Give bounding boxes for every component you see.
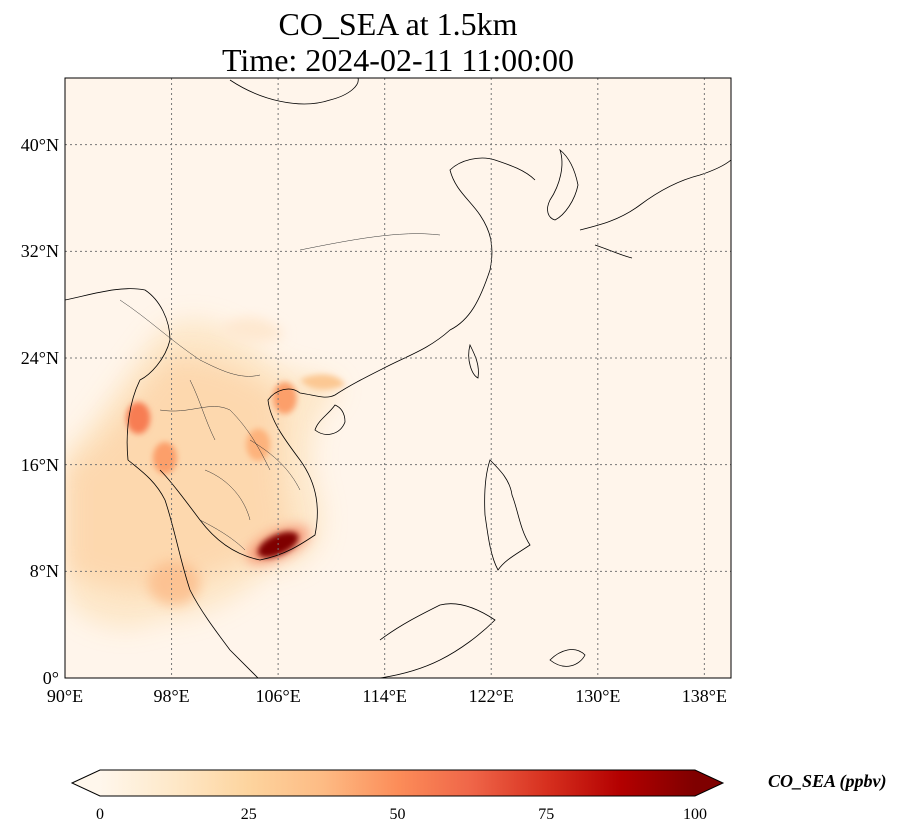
y-tick-label: 16°N <box>20 454 59 475</box>
plot-time: Time: 2024-02-11 11:00:00 <box>221 42 574 78</box>
y-tick-label: 0° <box>42 668 59 688</box>
colorbar-tick-label: 25 <box>240 806 257 823</box>
y-tick-label: 24°N <box>20 348 59 368</box>
co-hotspot <box>126 402 151 434</box>
colorbar-extend-low <box>72 770 100 796</box>
colorbar-tick-label: 50 <box>389 806 406 823</box>
x-tick-label: 138°E <box>681 686 727 706</box>
gridlines <box>65 78 731 678</box>
y-tick-label: 32°N <box>20 241 59 262</box>
colorbar-tick-label: 75 <box>538 806 555 823</box>
y-tick-label: 40°N <box>20 134 59 155</box>
co-hotspot <box>272 382 297 414</box>
x-tick-label: 114°E <box>362 686 407 706</box>
colorbar-tick-label: 100 <box>683 806 707 823</box>
co-hotspot <box>246 428 271 461</box>
x-tick-label: 90°E <box>46 686 84 706</box>
colorbar-outline <box>70 769 725 797</box>
borders <box>119 233 441 551</box>
x-tick-label: 130°E <box>575 686 621 706</box>
colorbar-extend-high <box>695 770 723 796</box>
coastlines <box>65 78 731 678</box>
x-tick-label: 98°E <box>153 686 190 706</box>
colorbar-gradient <box>100 770 695 796</box>
colorbar <box>70 769 725 797</box>
y-tick-label: 8°N <box>29 561 59 582</box>
plot-title: CO_SEA at 1.5km <box>278 6 518 42</box>
map-frame <box>64 77 732 679</box>
x-tick-label: 106°E <box>255 686 301 706</box>
co-hotspot <box>152 442 177 474</box>
colorbar-label: CO_SEA (ppbv) <box>768 771 887 791</box>
x-tick-label: 122°E <box>468 686 514 706</box>
colorbar-tick-label: 0 <box>96 806 104 823</box>
